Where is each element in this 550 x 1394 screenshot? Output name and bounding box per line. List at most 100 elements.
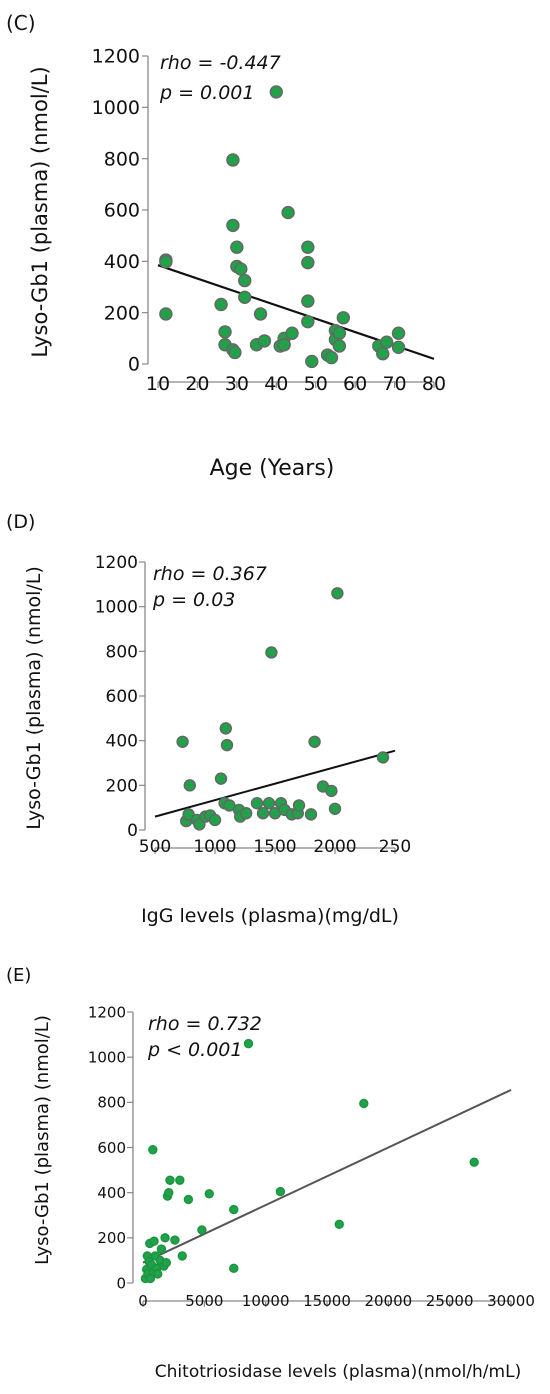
panel-c-y-tick-label: 1000 (92, 97, 140, 119)
panel-d-data-point (182, 808, 195, 821)
panel-d-data-point (220, 738, 234, 752)
panel-e-x-tick-label: 5000 (185, 1292, 223, 1310)
panel-c-data-point (230, 240, 244, 254)
panel-e-x-tick-label: 15000 (303, 1292, 351, 1310)
panel-e-data-point (170, 1235, 180, 1245)
panel-d-data-point (256, 807, 270, 820)
panel-e-y-tick-label: 400 (97, 1184, 126, 1202)
panel-c-x-tick-label: 20 (185, 373, 209, 395)
panel-d-data-point (219, 722, 233, 735)
panel-c-x-tick-label: 80 (422, 373, 446, 395)
panel-e-data-point (243, 1038, 254, 1049)
panel-c-xlabel: Age (Years) (210, 456, 335, 481)
panel-e-x-tick-label: 10000 (242, 1292, 290, 1310)
panel-d-xlabel: IgG levels (plasma)(mg/dL) (141, 905, 399, 927)
panel-e-data-point (334, 1219, 344, 1229)
panel-e-data-point (161, 1257, 172, 1268)
panel-d-y-tick-label: 0 (127, 821, 138, 841)
panel-d: (D) Lyso-Gb1 (plasma) (nmol/L) IgG level… (6, 511, 411, 927)
panel-e-data-point (469, 1157, 479, 1167)
panel-e-x-tick-label: 25000 (426, 1292, 474, 1310)
panel-d-data-point (325, 784, 338, 798)
panel-e-ylabel: Lyso-Gb1 (plasma) (nmol/L) (32, 1015, 53, 1265)
panel-d-x-tick-label: 2000 (313, 837, 356, 857)
panel-d-data-point (250, 797, 264, 810)
panel-e-y-tick-label: 1000 (88, 1048, 126, 1066)
panel-c-x-tick-label: 10 (146, 373, 170, 395)
panel-e-p: p < 0.001 (147, 1039, 242, 1061)
panel-c-data-point (214, 297, 228, 312)
panel-c-x-tick-label: 30 (225, 373, 249, 395)
panel-c-x-tick-label: 70 (382, 373, 406, 395)
panel-c-data-point (234, 262, 248, 276)
panel-d-data-point (208, 813, 222, 827)
panel-d-y-tick-label: 600 (106, 687, 138, 707)
panel-d-data-point (376, 751, 390, 764)
panel-c-y-tick-label: 400 (104, 251, 140, 273)
panel-d-data-point (176, 735, 189, 748)
panel-d-label: (D) (6, 511, 35, 533)
panel-d-y-tick-label: 1000 (95, 598, 138, 618)
panel-d-x-tick-label: 1000 (193, 837, 236, 857)
panel-e-y-tick-label: 600 (97, 1139, 126, 1157)
panel-e-data-point (229, 1263, 239, 1274)
panel-c-data-point (324, 350, 339, 365)
panel-c-data-point (226, 218, 240, 233)
panel-e-plot: 0 5000 10000 15000 20000 25000 30000 0 200 400 600… (88, 1003, 535, 1310)
panel-e-y-tick-label: 800 (97, 1094, 126, 1112)
panel-d-x-tick-label: 1500 (253, 837, 296, 857)
panel-c-y-tick-label: 600 (104, 200, 140, 222)
panel-c-y-tick-label: 0 (128, 354, 140, 376)
panel-e: (E) Lyso-Gb1 (plasma) (nmol/L) Chitotrio… (6, 965, 535, 1382)
panel-e-data-point (177, 1251, 187, 1261)
panel-c-data-point (301, 294, 315, 308)
panel-c-x-tick-label: 60 (343, 373, 367, 395)
panel-d-data-point (308, 735, 321, 748)
panel-c-label: (C) (6, 11, 36, 35)
panel-d-data-point (328, 802, 342, 815)
panel-d-p: p = 0.03 (152, 589, 235, 611)
panel-c: (C) Lyso-Gb1 (plasma) (nmol/L) Age (Year… (6, 11, 446, 481)
panel-c-data-point (253, 307, 268, 321)
panel-c-y-tick-label: 200 (104, 302, 140, 324)
panel-c-data-point (228, 345, 242, 360)
panel-c-x-tick-label: 40 (264, 373, 288, 395)
panel-e-label: (E) (6, 965, 31, 986)
panel-c-y-tick-label: 1200 (92, 46, 140, 68)
panel-e-trendline (142, 1089, 512, 1264)
panel-e-data-point (165, 1175, 175, 1185)
panel-e-data-point (183, 1194, 194, 1205)
panel-e-x-tick-label: 30000 (487, 1292, 535, 1310)
panel-c-data-point (332, 326, 347, 340)
panel-e-data-point (148, 1145, 158, 1155)
panel-d-data-point (262, 797, 276, 810)
panel-e-y-tick-label: 0 (116, 1274, 126, 1292)
panel-e-data-point (160, 1233, 170, 1243)
panel-d-y-tick-label: 200 (106, 776, 138, 796)
panel-e-data-point (156, 1244, 167, 1254)
panel-c-data-point (285, 326, 299, 340)
panel-c-y-tick-label: 800 (104, 148, 140, 170)
panel-c-data-point (301, 255, 315, 270)
panel-d-data-point (183, 779, 197, 792)
panel-c-x-tick-label: 50 (304, 373, 328, 395)
panel-e-data-point (153, 1269, 163, 1279)
panel-c-data-point (238, 273, 252, 288)
panel-e-data-point (197, 1225, 207, 1235)
panel-d-data-point (214, 772, 228, 785)
panel-c-data-point (257, 334, 272, 348)
panel-d-data-point (265, 646, 278, 659)
panel-c-data-point (226, 153, 240, 167)
panel-d-x-tick-label: 250 (379, 837, 411, 857)
panel-e-y-tick-label: 1200 (88, 1003, 126, 1021)
panel-d-x-tick-label: 500 (139, 837, 171, 857)
panel-c-data-point (379, 335, 394, 349)
panel-c-data-point (159, 255, 173, 269)
panel-c-data-point (336, 311, 351, 325)
panel-c-data-point (281, 205, 295, 220)
panel-c-data-point (391, 326, 406, 340)
panel-e-data-point (175, 1175, 185, 1185)
panel-e-x-tick-label: 0 (138, 1292, 148, 1310)
